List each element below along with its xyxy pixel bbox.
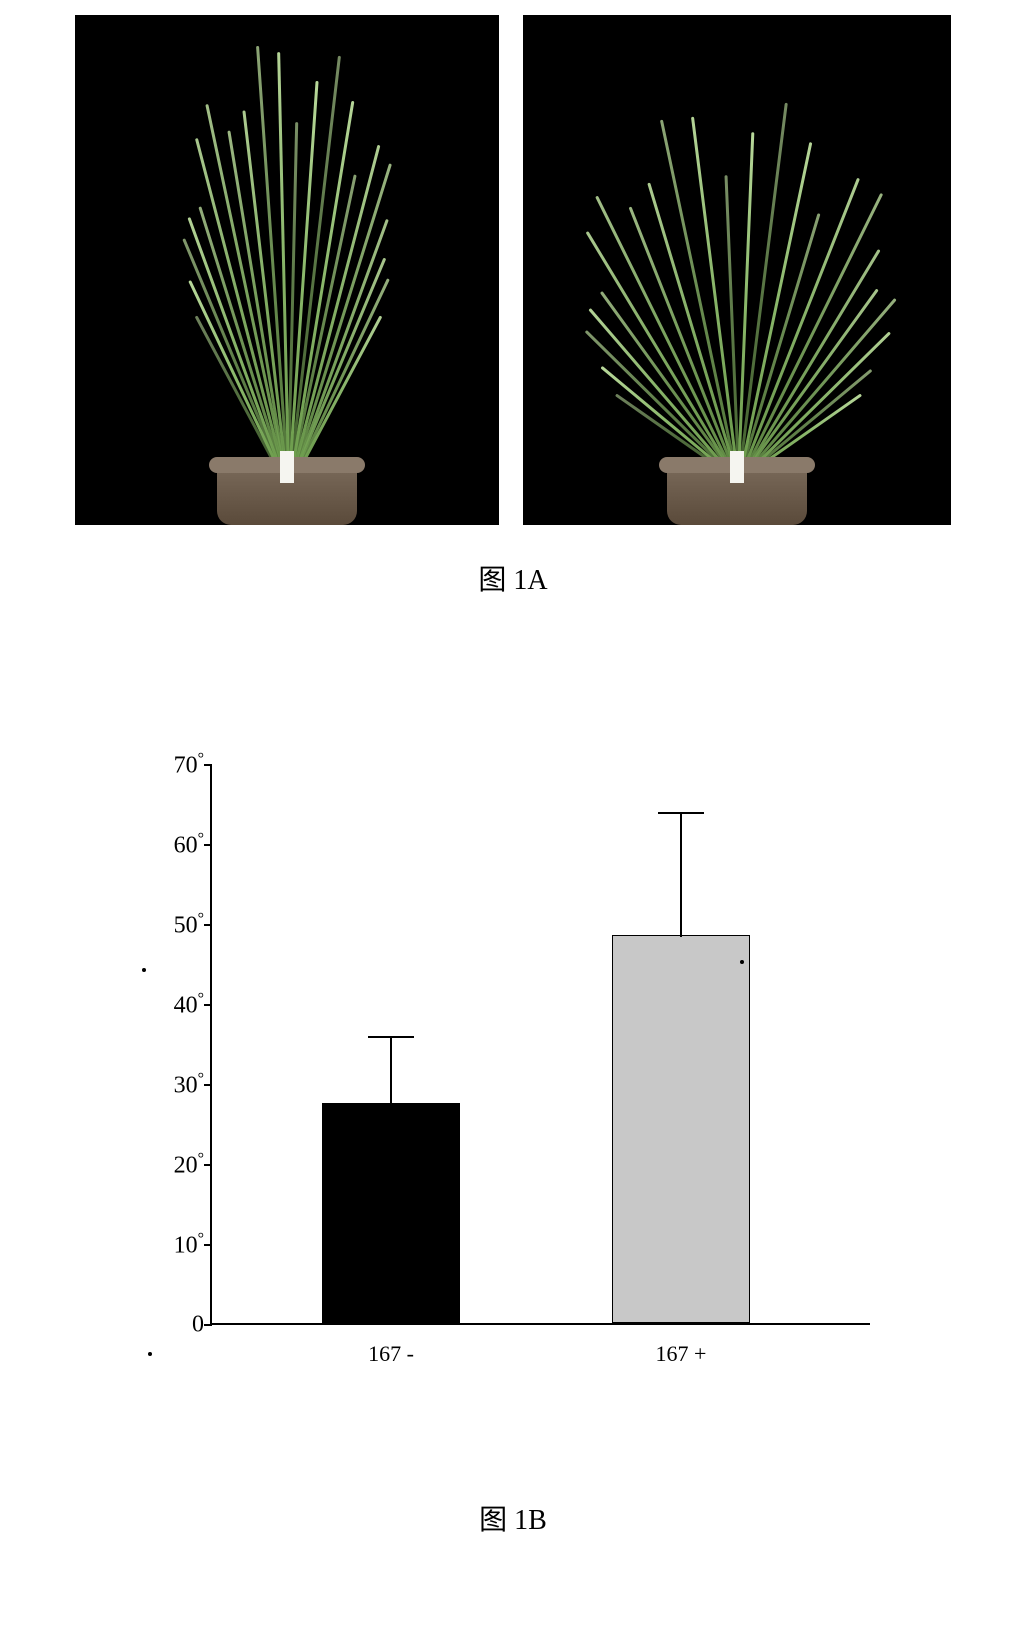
y-tick-label: 20°: [150, 1151, 204, 1180]
error-whisker: [390, 1037, 392, 1105]
y-tick-label: 50°: [150, 911, 204, 940]
y-tick-label: 70°: [150, 751, 204, 780]
photo-panel-right: [523, 15, 951, 525]
y-tick: [204, 1324, 212, 1326]
y-tick: [204, 1004, 212, 1006]
x-category-label: 167 -: [302, 1341, 480, 1367]
plant-tag-icon: [730, 451, 744, 483]
y-tick-label: 40°: [150, 991, 204, 1020]
y-tick-label: 30°: [150, 1071, 204, 1100]
y-tick-label: 0: [150, 1312, 204, 1339]
y-tick: [204, 1164, 212, 1166]
plant-tag-icon: [280, 451, 294, 483]
figure-1a: [75, 15, 951, 525]
y-tick-label: 10°: [150, 1231, 204, 1260]
x-category-label: 167 +: [592, 1341, 770, 1367]
error-cap: [658, 812, 704, 814]
scan-artifact-dot: [148, 1352, 152, 1356]
y-tick: [204, 1084, 212, 1086]
y-tick-label: 60°: [150, 831, 204, 860]
bar: [322, 1103, 460, 1323]
photo-panel-left: [75, 15, 499, 525]
plot-region: 010°20°30°40°50°60°70°167 -167 +: [210, 765, 870, 1325]
y-tick: [204, 844, 212, 846]
y-tick: [204, 764, 212, 766]
error-cap: [368, 1036, 414, 1038]
y-tick: [204, 924, 212, 926]
figure-1b-caption: 图 1B: [0, 1498, 1026, 1538]
scan-artifact-dot: [142, 968, 146, 972]
scan-artifact-dot: [740, 960, 744, 964]
figure-1a-caption: 图 1A: [0, 558, 1026, 598]
y-tick: [204, 1244, 212, 1246]
leaf-icon: [195, 138, 286, 475]
error-whisker: [680, 813, 682, 937]
figure-1b: 010°20°30°40°50°60°70°167 -167 +: [130, 755, 896, 1395]
bar: [612, 935, 750, 1323]
bar-chart: 010°20°30°40°50°60°70°167 -167 +: [130, 755, 896, 1395]
